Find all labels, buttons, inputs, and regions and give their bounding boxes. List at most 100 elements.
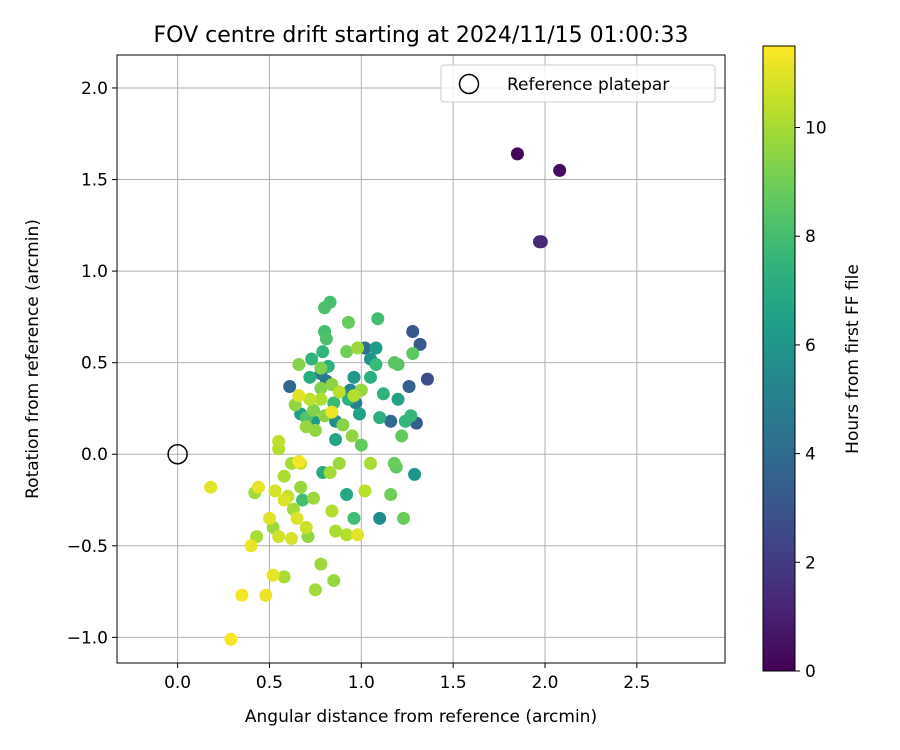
data-point — [266, 568, 280, 582]
data-point — [292, 389, 306, 403]
data-point — [277, 570, 291, 584]
data-point — [395, 429, 409, 443]
data-point — [340, 345, 354, 359]
data-point — [277, 469, 291, 483]
data-point — [387, 456, 401, 470]
data-point — [420, 372, 434, 386]
data-point — [294, 480, 308, 494]
data-point — [329, 524, 343, 538]
data-point — [272, 434, 286, 448]
data-point — [532, 235, 546, 249]
legend-box — [440, 64, 716, 103]
data-point — [259, 588, 273, 602]
x-tick-label: 1.0 — [348, 673, 375, 693]
data-point — [296, 493, 310, 507]
data-point — [268, 484, 282, 498]
data-point — [299, 520, 313, 534]
data-point — [413, 337, 427, 351]
x-tick-label: 1.5 — [440, 673, 467, 693]
colorbar-tick-label: 10 — [805, 119, 827, 139]
data-point — [285, 531, 299, 545]
data-point — [224, 632, 238, 646]
colorbar-ticks: 0 2 4 6 8 10 — [795, 119, 827, 682]
data-point — [292, 357, 306, 371]
data-point — [347, 389, 361, 403]
y-tick-label: 1.0 — [81, 262, 108, 282]
data-point — [303, 370, 317, 384]
data-point — [316, 345, 330, 359]
data-point — [404, 409, 418, 423]
data-point — [329, 433, 343, 447]
data-point — [376, 387, 390, 401]
data-point — [408, 467, 422, 481]
data-point — [303, 392, 317, 406]
data-point — [352, 407, 366, 421]
data-point — [340, 488, 354, 502]
colorbar-label: Hours from first FF file — [843, 264, 863, 454]
data-point — [406, 347, 420, 361]
colorbar — [762, 45, 796, 672]
data-point — [510, 147, 524, 161]
data-point — [307, 403, 321, 417]
data-point — [244, 539, 258, 553]
data-point — [369, 341, 383, 355]
data-point — [323, 295, 337, 309]
grid-lines — [117, 55, 725, 663]
data-point — [314, 557, 328, 571]
data-point — [351, 341, 365, 355]
data-point — [384, 414, 398, 428]
data-point — [406, 325, 420, 339]
legend-entry: Reference platepar — [507, 75, 669, 95]
data-point — [292, 455, 306, 469]
data-point — [251, 480, 265, 494]
y-tick-label: −1.0 — [67, 628, 108, 648]
data-point — [308, 423, 322, 437]
data-point — [391, 392, 405, 406]
data-point — [283, 379, 297, 393]
data-point — [277, 493, 291, 507]
y-tick-label: 0.5 — [81, 354, 108, 374]
data-point — [553, 163, 567, 177]
data-points — [167, 147, 567, 646]
data-point — [369, 357, 383, 371]
data-point — [325, 504, 339, 518]
colorbar-tick-label: 0 — [805, 662, 816, 682]
data-point — [235, 588, 249, 602]
data-point — [308, 583, 322, 597]
data-point — [358, 484, 372, 498]
data-point — [314, 392, 328, 406]
data-point — [323, 466, 337, 480]
data-point — [314, 381, 328, 395]
plot-frame — [116, 54, 726, 664]
x-tick-label: 0.5 — [256, 673, 283, 693]
data-point — [332, 385, 346, 399]
data-point — [314, 361, 328, 375]
data-point — [354, 438, 368, 452]
reference-marker-icon — [167, 443, 188, 465]
colorbar-tick-label: 8 — [805, 227, 816, 247]
x-axis-ticks: 0.0 0.5 1.0 1.5 2.0 2.5 — [164, 663, 650, 693]
data-point — [371, 312, 385, 326]
data-point — [340, 528, 354, 542]
data-point — [347, 370, 361, 384]
y-axis-label: Rotation from reference (arcmin) — [23, 219, 43, 499]
data-point — [363, 370, 377, 384]
data-point — [345, 429, 359, 443]
data-point — [307, 491, 321, 505]
data-point — [384, 488, 398, 502]
chart-title: FOV centre drift starting at 2024/11/15 … — [154, 23, 689, 48]
data-point — [290, 511, 304, 525]
legend-marker-icon — [458, 73, 480, 95]
data-point — [327, 574, 341, 588]
data-point — [204, 480, 218, 494]
data-point — [373, 411, 387, 425]
x-axis-label: Angular distance from reference (arcmin) — [245, 707, 597, 727]
data-point — [387, 356, 401, 370]
data-point — [373, 511, 387, 525]
y-tick-label: 1.5 — [81, 171, 108, 191]
data-point — [319, 332, 333, 346]
data-point — [341, 315, 355, 329]
data-point — [272, 530, 286, 544]
data-point — [336, 418, 350, 432]
